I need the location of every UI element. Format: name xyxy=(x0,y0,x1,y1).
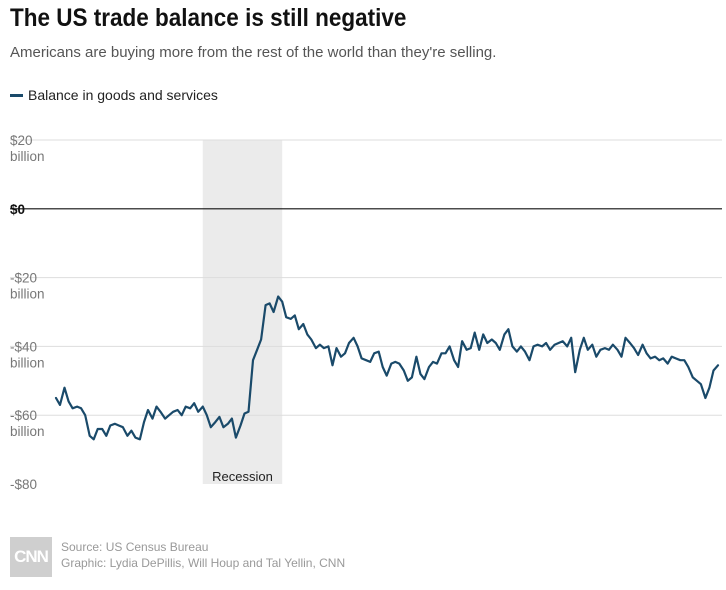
recession-label: Recession xyxy=(212,469,273,484)
y-tick-unit: billion xyxy=(10,287,45,302)
source-credit: Source: US Census Bureau xyxy=(61,540,209,554)
series-line xyxy=(54,295,720,441)
legend: Balance in goods and services xyxy=(10,87,218,103)
chart-title: The US trade balance is still negative xyxy=(10,4,407,32)
y-tick-unit: billion xyxy=(10,355,45,370)
legend-label: Balance in goods and services xyxy=(28,87,218,103)
footer: CNN Source: US Census Bureau Graphic: Ly… xyxy=(10,537,345,577)
y-tick-unit: billion xyxy=(10,149,45,164)
y-tick-label: $0 xyxy=(10,202,25,217)
y-tick-label: -$20 xyxy=(10,271,37,286)
graphic-credit: Graphic: Lydia DePillis, Will Houp and T… xyxy=(61,556,346,570)
credits: Source: US Census Bureau Graphic: Lydia … xyxy=(61,537,345,571)
chart-subtitle: Americans are buying more from the rest … xyxy=(10,44,497,61)
y-tick-unit: billion xyxy=(10,424,45,439)
y-tick-label: -$40 xyxy=(10,339,37,354)
y-tick-label: -$80 xyxy=(10,477,37,490)
line-chart: $20billion$0-$20billion-$40billion-$60bi… xyxy=(10,133,722,490)
legend-swatch xyxy=(10,93,23,97)
recession-band xyxy=(202,140,283,484)
y-tick-label: -$60 xyxy=(10,408,37,423)
y-tick-label: $20 xyxy=(10,133,33,148)
cnn-logo: CNN xyxy=(10,537,52,577)
